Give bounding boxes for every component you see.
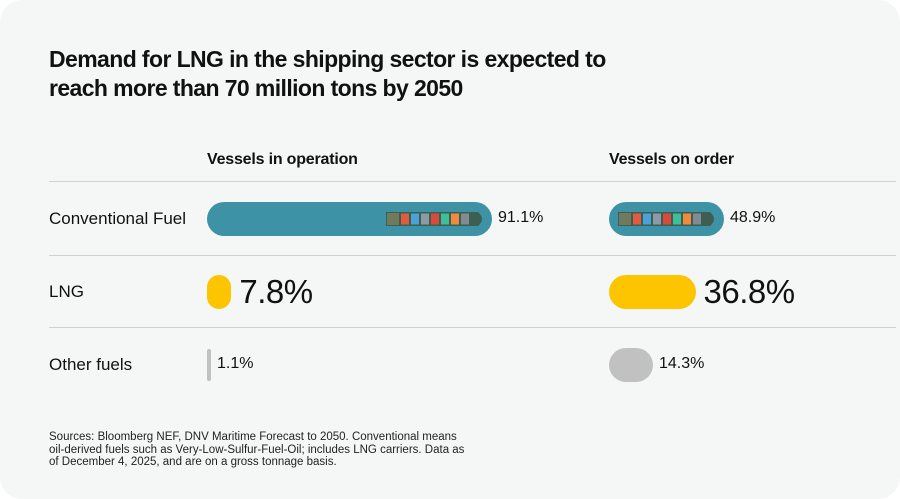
- value-label-conventional-in-operation: 91.1%: [498, 209, 544, 226]
- bar-lng-in-operation: [207, 275, 232, 309]
- value-label-conventional-on-order: 48.9%: [730, 209, 776, 226]
- row-label-other: Other fuels: [49, 355, 133, 374]
- row-label-conventional: Conventional Fuel: [49, 209, 187, 228]
- divider: [49, 327, 896, 328]
- value-label-other-in-operation: 1.1%: [217, 355, 254, 372]
- divider: [49, 255, 896, 256]
- value-label-other-on-order: 14.3%: [659, 355, 705, 372]
- container-ship-icon: [386, 210, 486, 228]
- bar-lng-on-order: [609, 275, 696, 309]
- row-label-lng: LNG: [49, 282, 84, 301]
- source-note: Sources: Bloomberg NEF, DNV Maritime For…: [49, 431, 465, 468]
- value-label-lng-on-order: 36.8%: [703, 273, 796, 310]
- value-label-lng-in-operation: 7.8%: [239, 273, 313, 310]
- column-header-in-operation: Vessels in operation: [207, 151, 358, 168]
- column-header-on-order: Vessels on order: [609, 151, 734, 168]
- container-ship-icon: [618, 210, 718, 228]
- chart-title: Demand for LNG in the shipping sector is…: [49, 46, 606, 101]
- bar-other-in-operation: [207, 349, 211, 381]
- bar-other-on-order: [609, 348, 653, 382]
- divider: [49, 181, 896, 182]
